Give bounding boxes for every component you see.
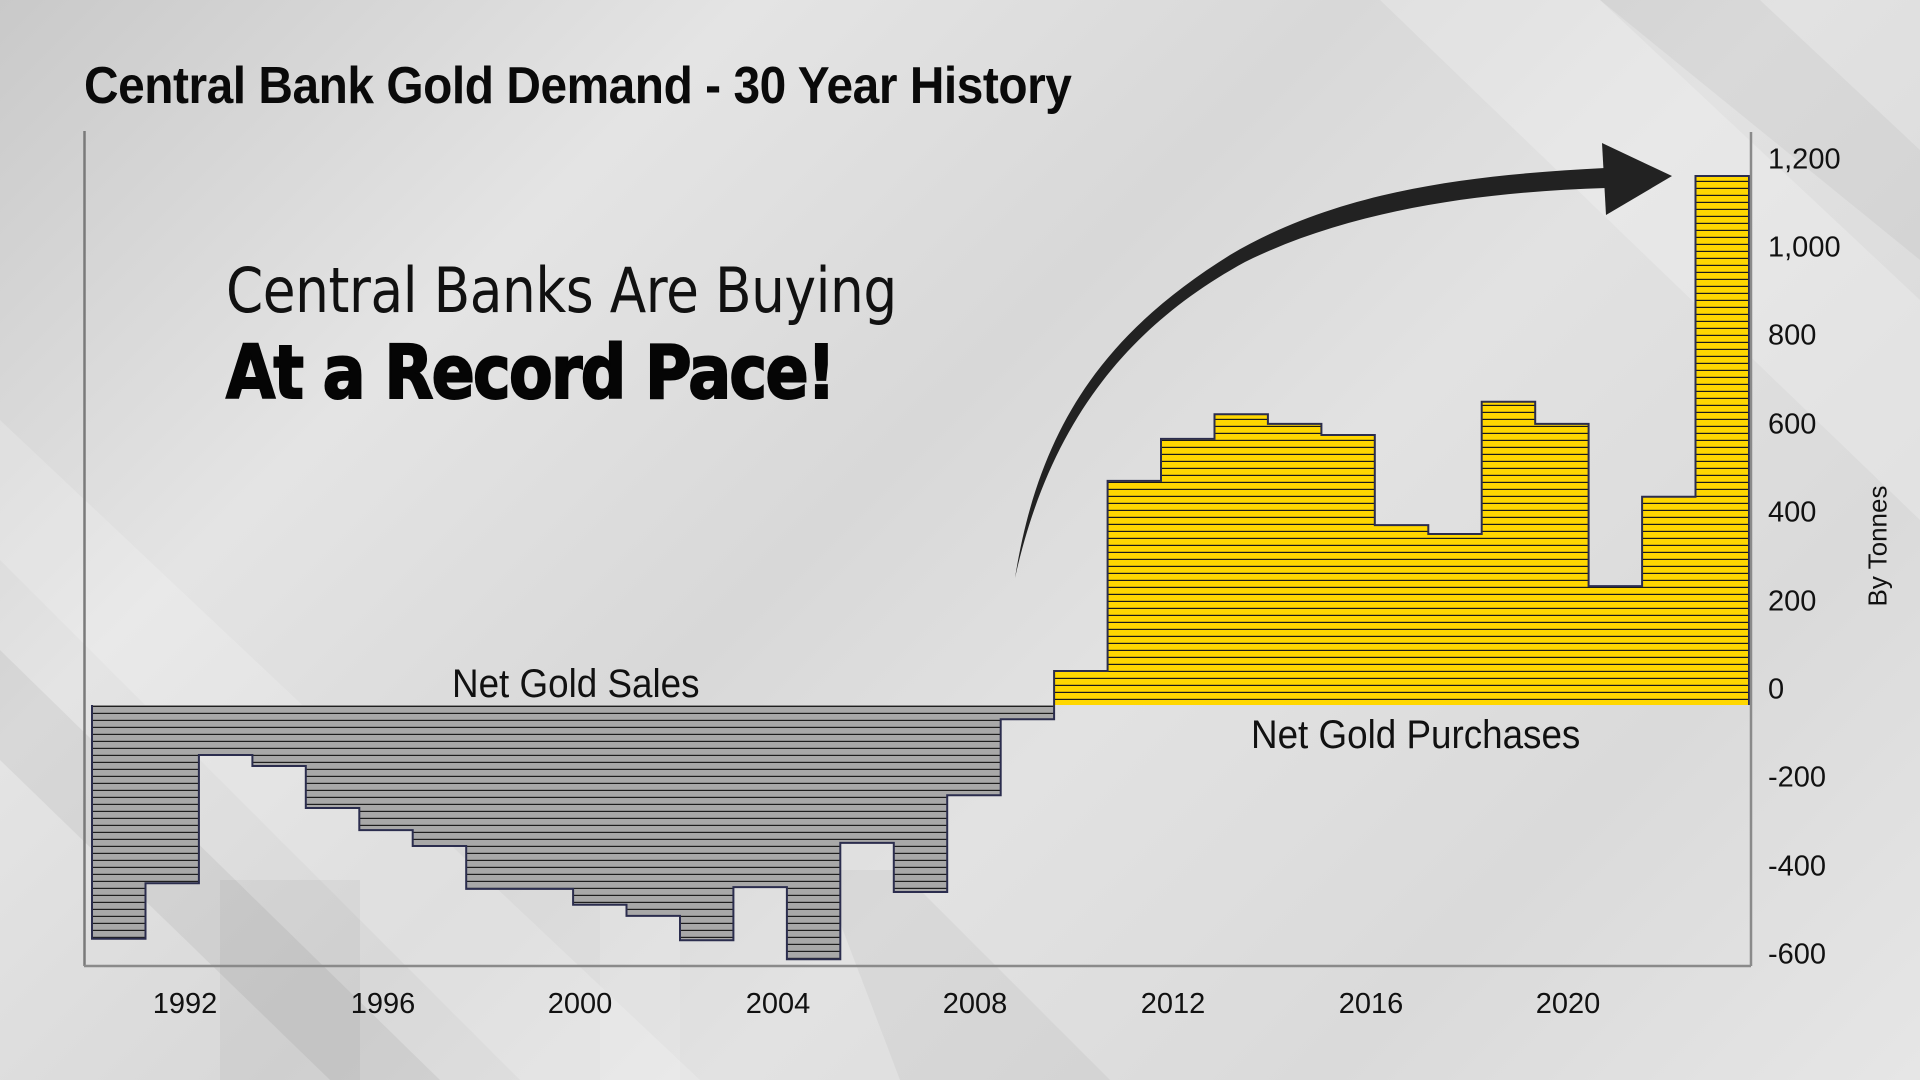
bar-2006 <box>840 705 895 843</box>
bar-2005 <box>786 705 841 960</box>
bar-2004 <box>733 705 788 888</box>
x-tick-label: 2008 <box>942 988 1008 1020</box>
y-tick-label: 0 <box>1768 673 1785 706</box>
y-tick-label: 800 <box>1768 319 1817 352</box>
x-tick-label: 1996 <box>350 988 416 1020</box>
sales-outline <box>91 705 1056 961</box>
bar-2022 <box>1695 176 1750 705</box>
headline-line-1: Central Banks Are Buying <box>226 254 897 327</box>
bar-1996 <box>305 705 360 808</box>
bar-2008 <box>947 705 1002 796</box>
bar-2013 <box>1214 414 1269 705</box>
bar-2002 <box>626 705 681 916</box>
x-tick-label: 1992 <box>152 988 218 1020</box>
x-tick-label: 2020 <box>1535 988 1601 1020</box>
headline-line-2: At a Record Pace! <box>225 329 837 417</box>
x-tick-label: 2004 <box>745 988 811 1020</box>
bar-1999 <box>466 705 521 889</box>
bar-2012 <box>1161 438 1216 705</box>
purchases-outline <box>1053 175 1750 705</box>
bar-2017 <box>1428 534 1483 705</box>
bar-2000 <box>519 705 574 889</box>
bar-1992 <box>92 705 147 939</box>
bar-2015 <box>1321 435 1376 705</box>
bar-2007 <box>893 705 948 892</box>
bar-2018 <box>1481 401 1536 705</box>
bar-series-group <box>91 175 1750 961</box>
y-tick-label: -600 <box>1768 938 1827 971</box>
bar-2014 <box>1267 423 1322 705</box>
bar-2019 <box>1535 423 1590 705</box>
y-axis-title: By Tonnes <box>1862 485 1893 607</box>
x-tick-label: 2000 <box>547 988 613 1020</box>
bar-1994 <box>198 705 253 755</box>
bar-2009 <box>1000 705 1055 720</box>
y-tick-label: 1,000 <box>1768 231 1841 264</box>
bar-1997 <box>359 705 414 831</box>
trend-arrow-icon <box>1015 143 1672 578</box>
bar-2010 <box>1054 671 1109 705</box>
y-tick-label: -200 <box>1768 761 1827 794</box>
net-gold-purchases-label: Net Gold Purchases <box>1251 713 1581 757</box>
bar-2001 <box>573 705 628 905</box>
chart-title: Central Bank Gold Demand - 30 Year Histo… <box>84 57 1072 115</box>
bar-2011 <box>1107 480 1162 705</box>
bar-1995 <box>252 705 307 766</box>
bar-2003 <box>680 705 735 941</box>
y-tick-label: -400 <box>1768 850 1827 883</box>
bar-2020 <box>1588 586 1643 705</box>
bar-1993 <box>145 705 200 884</box>
bar-1998 <box>412 705 467 846</box>
bar-2021 <box>1642 496 1697 705</box>
x-tick-label: 2012 <box>1140 988 1206 1020</box>
net-gold-sales-label: Net Gold Sales <box>452 662 700 706</box>
y-tick-label: 1,200 <box>1768 143 1841 176</box>
x-tick-label: 2016 <box>1338 988 1404 1020</box>
y-tick-label: 200 <box>1768 585 1817 618</box>
y-tick-label: 600 <box>1768 408 1817 441</box>
y-tick-label: 400 <box>1768 496 1817 529</box>
bar-2016 <box>1374 525 1429 705</box>
